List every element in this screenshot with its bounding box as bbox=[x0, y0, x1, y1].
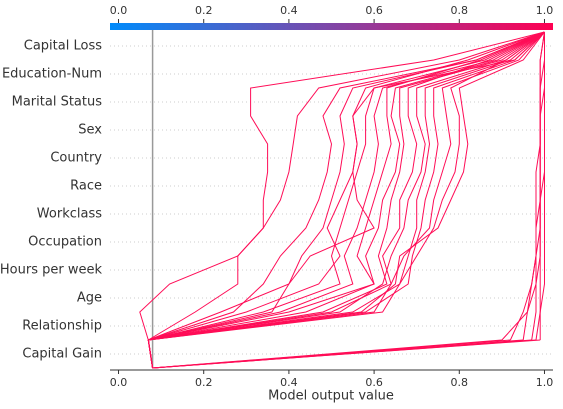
x-tick-label: 0.6 bbox=[365, 376, 383, 389]
decision-line bbox=[148, 31, 545, 341]
x-tick-label: 0.2 bbox=[195, 376, 213, 389]
decision-line bbox=[139, 31, 545, 341]
decision-line bbox=[148, 31, 545, 341]
decision-line bbox=[148, 31, 545, 341]
decision-line bbox=[148, 31, 545, 341]
decision-line bbox=[148, 31, 545, 341]
decision-line bbox=[148, 31, 545, 341]
colorbar bbox=[110, 23, 553, 30]
decision-line bbox=[148, 31, 545, 341]
decision-line bbox=[148, 31, 545, 341]
colorbar-tick-label: 0.6 bbox=[365, 4, 383, 17]
colorbar-tick-label: 0.4 bbox=[280, 4, 298, 17]
y-tick-label: Age bbox=[77, 291, 102, 306]
x-tick-label: 0.0 bbox=[110, 376, 128, 389]
colorbar-tick-label: 1.0 bbox=[536, 4, 554, 17]
decision-line bbox=[148, 31, 545, 341]
decision-line bbox=[509, 31, 545, 341]
colorbar-tick-label: 0.0 bbox=[110, 4, 128, 17]
decision-line bbox=[148, 31, 545, 341]
y-tick-label: Capital Gain bbox=[22, 347, 102, 362]
x-axis-label: Model output value bbox=[268, 389, 394, 404]
decision-line bbox=[148, 31, 545, 341]
y-tick-label: Education-Num bbox=[2, 67, 102, 82]
x-tick-label: 1.0 bbox=[536, 376, 554, 389]
decision-line bbox=[148, 31, 545, 341]
colorbar-tick-label: 0.2 bbox=[195, 4, 213, 17]
x-tick-label: 0.8 bbox=[451, 376, 469, 389]
decision-line bbox=[148, 31, 545, 341]
decision-line bbox=[535, 32, 545, 341]
y-tick-label: Hours per week bbox=[0, 263, 102, 278]
decision-line bbox=[522, 32, 545, 341]
y-tick-label: Race bbox=[70, 179, 102, 194]
base-connector bbox=[147, 339, 154, 369]
colorbar-tick-label: 0.8 bbox=[451, 4, 469, 17]
y-tick-label: Country bbox=[50, 151, 102, 166]
y-tick-label: Sex bbox=[78, 123, 102, 138]
y-tick-label: Occupation bbox=[28, 235, 102, 250]
y-tick-label: Relationship bbox=[22, 319, 102, 334]
base-connector bbox=[152, 339, 536, 369]
y-tick-label: Workclass bbox=[37, 207, 102, 222]
decision-line bbox=[148, 31, 545, 341]
y-tick-label: Capital Loss bbox=[24, 39, 102, 54]
y-tick-label: Marital Status bbox=[12, 95, 103, 110]
x-tick-label: 0.4 bbox=[280, 376, 298, 389]
decision-line bbox=[148, 31, 545, 341]
